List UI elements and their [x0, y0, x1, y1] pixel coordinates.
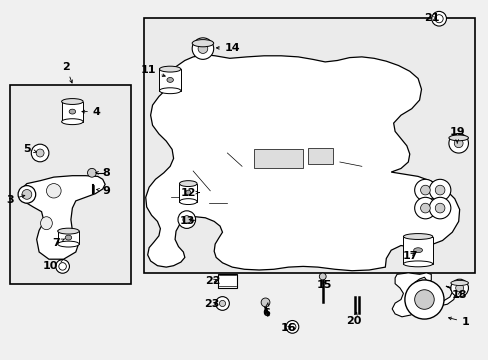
- Ellipse shape: [61, 99, 83, 104]
- Text: 1: 1: [447, 317, 469, 327]
- Ellipse shape: [403, 261, 432, 267]
- Circle shape: [428, 179, 450, 201]
- Ellipse shape: [192, 40, 213, 47]
- Circle shape: [215, 297, 229, 310]
- Text: 19: 19: [448, 127, 464, 143]
- Ellipse shape: [65, 235, 72, 240]
- Ellipse shape: [41, 217, 52, 230]
- Ellipse shape: [69, 109, 76, 114]
- Circle shape: [420, 203, 429, 213]
- Text: 13: 13: [180, 216, 195, 226]
- Text: 12: 12: [181, 188, 199, 198]
- Text: 23: 23: [204, 299, 219, 309]
- Bar: [58, 231, 79, 244]
- Circle shape: [192, 38, 213, 59]
- Text: 3: 3: [6, 195, 25, 205]
- Text: 17: 17: [402, 251, 418, 261]
- Circle shape: [198, 44, 207, 53]
- Ellipse shape: [448, 135, 468, 141]
- Circle shape: [56, 260, 69, 273]
- Ellipse shape: [58, 228, 79, 234]
- Ellipse shape: [403, 234, 432, 239]
- Text: 5: 5: [22, 144, 37, 154]
- Ellipse shape: [179, 199, 197, 204]
- Polygon shape: [391, 273, 455, 317]
- Bar: [10, 85, 131, 284]
- Ellipse shape: [58, 241, 79, 247]
- Ellipse shape: [179, 181, 197, 186]
- Text: 10: 10: [42, 260, 63, 271]
- Bar: [159, 69, 181, 91]
- Circle shape: [431, 12, 446, 26]
- Circle shape: [414, 179, 435, 201]
- Bar: [254, 149, 303, 168]
- Circle shape: [31, 144, 49, 162]
- Text: 22: 22: [205, 276, 221, 286]
- Bar: [61, 102, 83, 122]
- Circle shape: [453, 139, 462, 148]
- Ellipse shape: [413, 248, 422, 253]
- Circle shape: [261, 298, 269, 307]
- Circle shape: [404, 280, 443, 319]
- Text: 6: 6: [262, 303, 270, 318]
- Circle shape: [219, 300, 225, 307]
- Polygon shape: [20, 176, 105, 259]
- Ellipse shape: [61, 119, 83, 125]
- Text: 4: 4: [82, 107, 101, 117]
- Circle shape: [183, 216, 190, 224]
- Bar: [217, 274, 237, 288]
- Text: 7: 7: [52, 238, 65, 248]
- Text: 14: 14: [216, 43, 240, 53]
- Circle shape: [434, 15, 442, 23]
- Circle shape: [18, 186, 36, 203]
- Circle shape: [319, 273, 325, 280]
- Circle shape: [285, 320, 298, 333]
- Bar: [144, 18, 474, 273]
- Text: 11: 11: [141, 65, 165, 77]
- Circle shape: [288, 323, 295, 330]
- Circle shape: [420, 185, 429, 195]
- Circle shape: [455, 284, 463, 292]
- Circle shape: [87, 168, 96, 177]
- Text: 9: 9: [96, 186, 110, 196]
- Circle shape: [59, 263, 66, 270]
- Text: 20: 20: [346, 312, 361, 326]
- Circle shape: [448, 134, 468, 153]
- Circle shape: [22, 189, 32, 199]
- Ellipse shape: [166, 77, 173, 82]
- Ellipse shape: [159, 66, 181, 72]
- Bar: [179, 184, 197, 202]
- Ellipse shape: [185, 190, 190, 195]
- Circle shape: [434, 203, 444, 213]
- Ellipse shape: [46, 184, 61, 198]
- Text: 8: 8: [96, 168, 110, 178]
- Text: 2: 2: [62, 62, 72, 83]
- Polygon shape: [145, 55, 459, 271]
- Circle shape: [450, 279, 468, 297]
- Bar: [307, 148, 332, 164]
- Text: 16: 16: [281, 323, 296, 333]
- Circle shape: [36, 149, 44, 157]
- Circle shape: [414, 197, 435, 219]
- Circle shape: [434, 185, 444, 195]
- Bar: [403, 237, 432, 264]
- Text: 18: 18: [451, 290, 467, 300]
- Circle shape: [428, 197, 450, 219]
- Circle shape: [178, 211, 195, 228]
- Ellipse shape: [450, 280, 468, 285]
- Circle shape: [414, 290, 433, 309]
- Text: 21: 21: [424, 13, 439, 23]
- Ellipse shape: [159, 88, 181, 94]
- Text: 15: 15: [316, 280, 331, 290]
